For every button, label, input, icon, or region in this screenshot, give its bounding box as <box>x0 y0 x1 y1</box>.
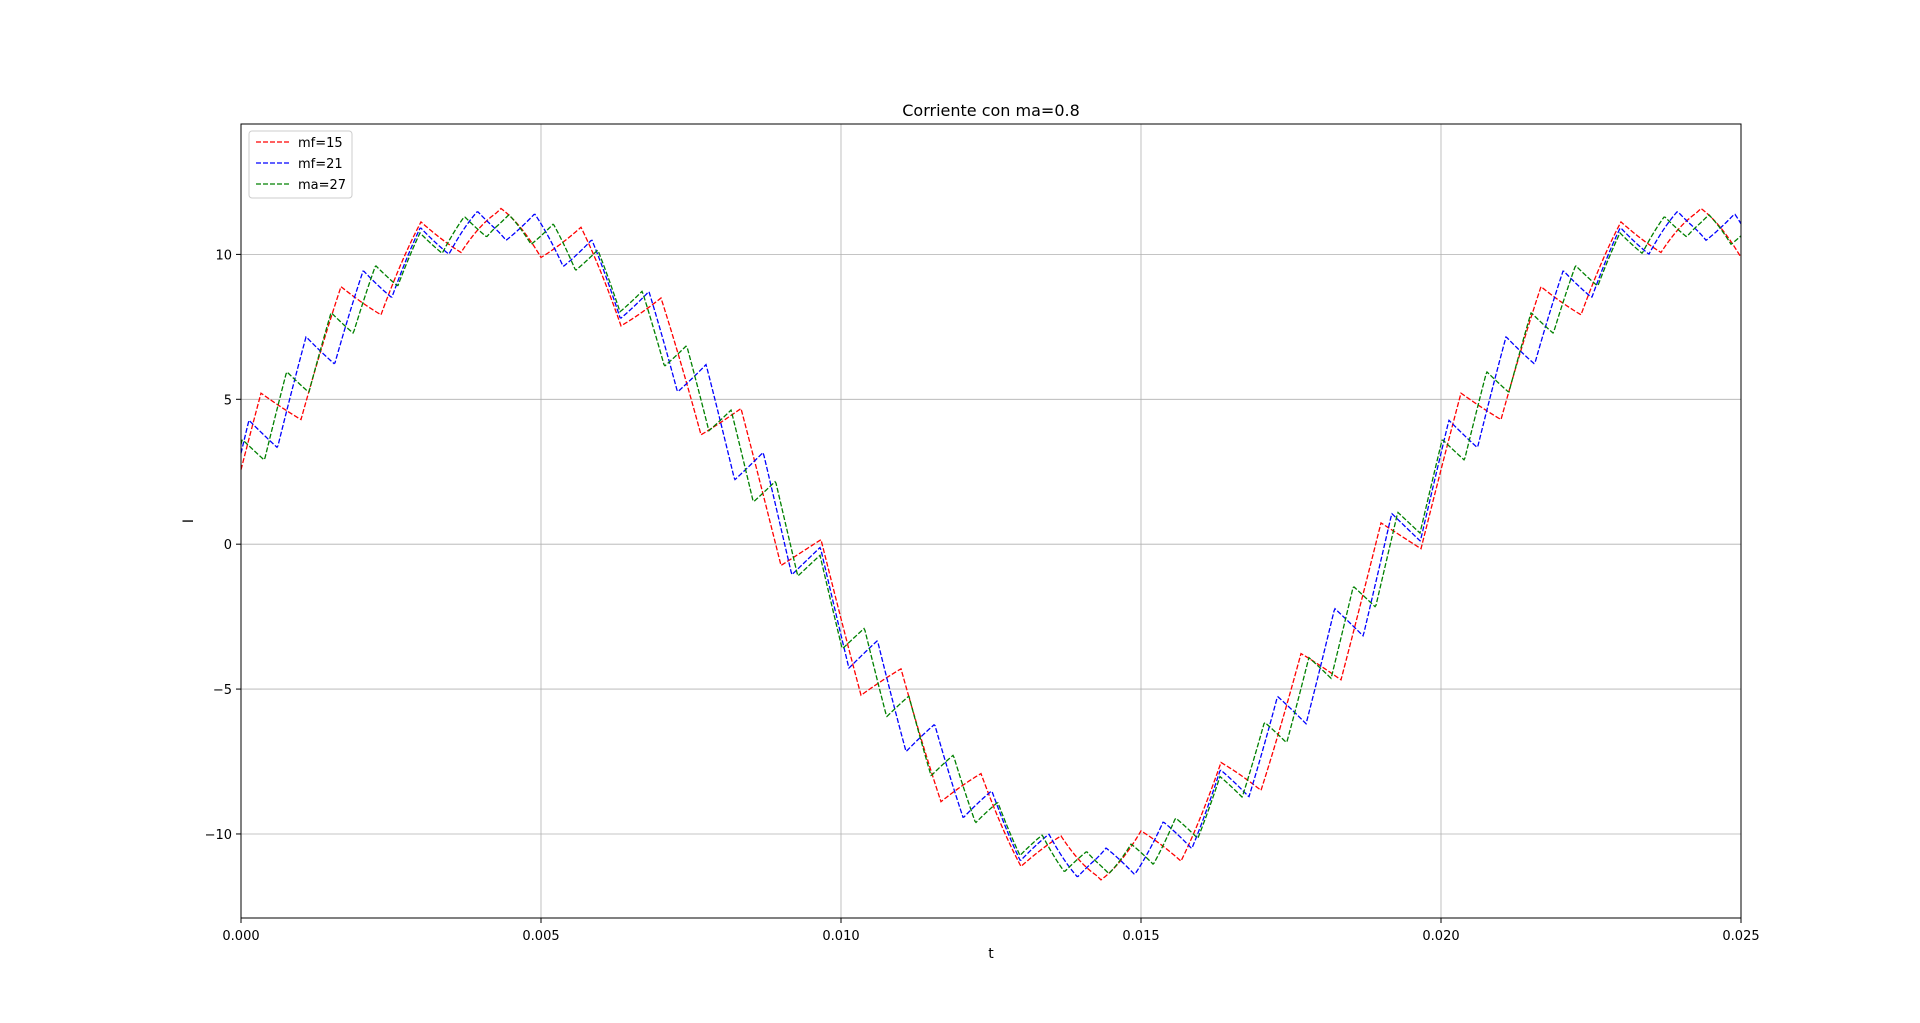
y-axis-label: I <box>181 519 197 523</box>
y-tick-label: 5 <box>224 393 232 408</box>
chart-title: Corriente con ma=0.8 <box>902 101 1080 120</box>
legend: mf=15 mf=21 ma=27 <box>248 130 353 199</box>
series-line-3 <box>240 214 1742 875</box>
y-axis-ticks: −10 −5 0 5 10 <box>205 248 241 843</box>
plot-frame <box>240 123 1742 919</box>
x-tick-label: 0.025 <box>1722 929 1759 944</box>
y-tick-label: 10 <box>215 248 232 263</box>
y-tick-label: 0 <box>224 538 232 553</box>
series-layer <box>240 207 1742 881</box>
x-axis-label: t <box>988 946 994 962</box>
legend-label: mf=21 <box>298 157 343 172</box>
x-tick-label: 0.010 <box>822 929 859 944</box>
legend-label: mf=15 <box>298 136 343 151</box>
series-line-1 <box>240 207 1742 881</box>
x-axis-ticks: 0.000 0.005 0.010 0.015 0.020 0.025 <box>222 918 1760 944</box>
y-tick-label: −5 <box>213 683 232 698</box>
x-tick-label: 0.020 <box>1422 929 1459 944</box>
y-tick-label: −10 <box>205 828 232 843</box>
plot-area <box>241 124 1741 918</box>
x-tick-label: 0.000 <box>222 929 259 944</box>
x-tick-label: 0.015 <box>1122 929 1159 944</box>
legend-frame <box>248 130 353 199</box>
legend-label: ma=27 <box>298 178 346 193</box>
x-tick-label: 0.005 <box>522 929 559 944</box>
